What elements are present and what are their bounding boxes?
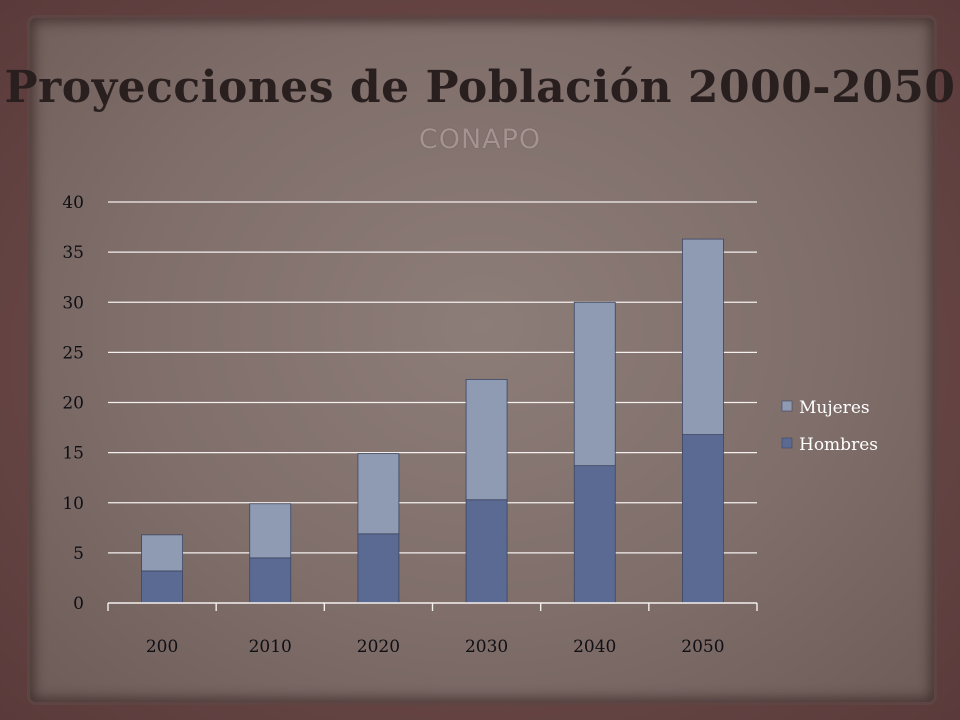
slide-title: Proyecciones de Población 2000-2050 <box>4 62 956 113</box>
bar-hombres-2010 <box>249 557 292 604</box>
y-axis-labels: 0 5 10 15 20 25 30 35 40 <box>62 193 84 614</box>
bar-hombres-200 <box>141 570 183 604</box>
x-tick-label: 2020 <box>357 637 400 657</box>
legend-swatch-mujeres <box>781 400 793 412</box>
x-tick-label: 200 <box>146 637 178 657</box>
bar-mujeres-200 <box>141 534 183 572</box>
legend-swatch-hombres <box>781 437 793 449</box>
bar-mujeres-2020 <box>357 453 400 535</box>
slide-subtitle: CONAPO <box>418 124 542 155</box>
y-tick-label: 15 <box>62 444 84 464</box>
bar-hombres-2020 <box>357 533 400 604</box>
bar-hombres-2050 <box>682 434 724 604</box>
bar-hombres-2040 <box>573 465 616 604</box>
bars <box>141 238 724 604</box>
x-tick-label: 2030 <box>465 637 508 657</box>
bar-mujeres-2050 <box>682 238 724 435</box>
bar-mujeres-2030 <box>465 379 508 501</box>
bar-hombres-2030 <box>465 499 508 604</box>
x-tick-label: 2050 <box>681 637 724 657</box>
x-tick-label: 2040 <box>573 637 616 657</box>
grid-lines <box>108 201 757 554</box>
x-tick-label: 2010 <box>249 637 292 657</box>
legend: Mujeres Hombres <box>781 398 878 455</box>
y-tick-label: 10 <box>62 494 84 514</box>
y-tick-label: 30 <box>62 293 84 313</box>
bar-mujeres-2010 <box>249 503 292 559</box>
x-axis <box>107 602 758 611</box>
y-tick-label: 25 <box>62 343 84 363</box>
legend-label-hombres: Hombres <box>799 435 878 455</box>
bar-mujeres-2040 <box>573 301 616 467</box>
y-tick-label: 35 <box>62 243 84 263</box>
y-tick-label: 0 <box>73 594 84 614</box>
y-tick-label: 40 <box>62 193 84 213</box>
x-axis-labels: 200 2010 2020 2030 2040 2050 <box>146 637 725 657</box>
y-tick-label: 5 <box>73 544 84 564</box>
y-tick-label: 20 <box>62 394 84 414</box>
legend-label-mujeres: Mujeres <box>799 398 870 418</box>
